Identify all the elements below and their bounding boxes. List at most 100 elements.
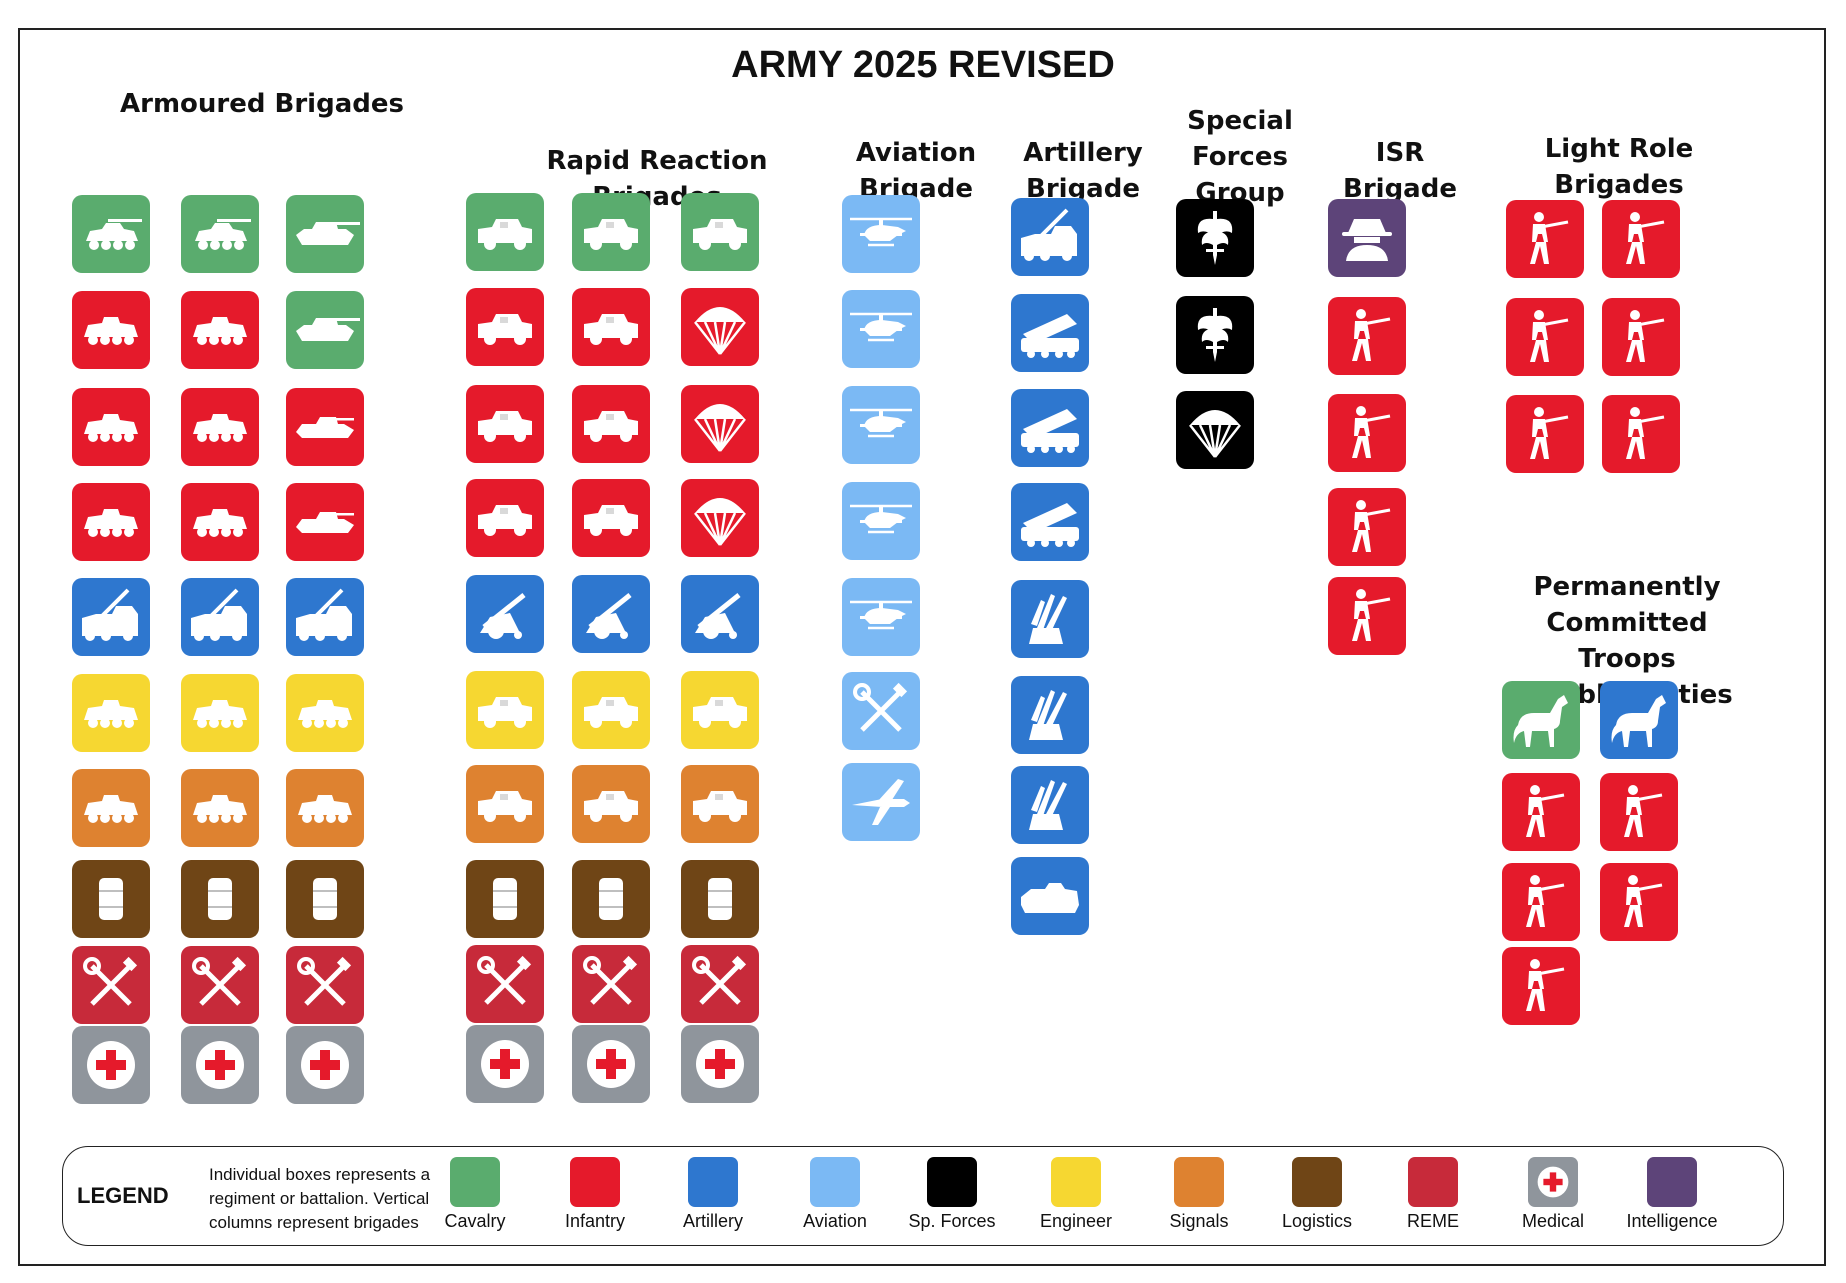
- unit-reme: [572, 945, 650, 1023]
- unit-infantry: [72, 483, 150, 561]
- group-title-special-forces-group: Special Forces Group: [1187, 106, 1293, 208]
- unit-logistics: [181, 860, 259, 938]
- unit-infantry: [181, 388, 259, 466]
- legend-item-cavalry: Cavalry: [420, 1157, 530, 1232]
- unit-reme: [72, 946, 150, 1024]
- unit-infantry: [1602, 298, 1680, 376]
- legend-swatch: [810, 1157, 860, 1207]
- legend-label: Logistics: [1281, 1211, 1353, 1231]
- legend-swatch: [1647, 1157, 1697, 1207]
- unit-sp-forces: [1176, 296, 1254, 374]
- legend-swatch: [1408, 1157, 1458, 1207]
- legend-label: Medical: [1521, 1211, 1585, 1231]
- unit-logistics: [72, 860, 150, 938]
- unit-infantry: [1506, 200, 1584, 278]
- unit-infantry: [1502, 863, 1580, 941]
- unit-sp-forces: [1176, 199, 1254, 277]
- unit-infantry: [572, 288, 650, 366]
- legend-item-intelligence: Intelligence: [1617, 1157, 1727, 1232]
- unit-infantry: [1506, 298, 1584, 376]
- unit-infantry: [181, 291, 259, 369]
- unit-infantry: [1328, 577, 1406, 655]
- unit-reme: [286, 946, 364, 1024]
- legend-note: Individual boxes represents a regiment o…: [209, 1165, 431, 1232]
- legend-label: Aviation: [803, 1211, 867, 1231]
- unit-infantry: [72, 388, 150, 466]
- legend-swatch: [570, 1157, 620, 1207]
- unit-infantry: [1602, 395, 1680, 473]
- legend-item-artillery: Artillery: [658, 1157, 768, 1232]
- unit-reme: [466, 945, 544, 1023]
- unit-medical: [572, 1025, 650, 1103]
- group-title-artillery-brigade: Artillery Brigade: [1023, 138, 1143, 204]
- unit-infantry: [681, 385, 759, 463]
- legend-item-logistics: Logistics: [1262, 1157, 1372, 1232]
- unit-infantry: [466, 479, 544, 557]
- legend-swatch: [1528, 1157, 1578, 1207]
- unit-reme: [181, 946, 259, 1024]
- legend-item-reme: REME: [1378, 1157, 1488, 1232]
- legend-item-aviation: Aviation: [780, 1157, 890, 1232]
- legend-label: REME: [1406, 1211, 1459, 1231]
- unit-infantry: [181, 483, 259, 561]
- legend-label: Intelligence: [1626, 1211, 1718, 1231]
- unit-infantry: [1328, 394, 1406, 472]
- unit-infantry: [681, 288, 759, 366]
- legend: LEGEND Individual boxes represents a reg…: [62, 1146, 1784, 1246]
- unit-aviation: [842, 290, 920, 368]
- unit-engineer: [72, 674, 150, 752]
- unit-intelligence: [1328, 199, 1406, 277]
- legend-item-sp-forces: Sp. Forces: [897, 1157, 1007, 1232]
- diagram-frame: [18, 28, 1826, 1266]
- unit-infantry: [1328, 297, 1406, 375]
- unit-logistics: [466, 860, 544, 938]
- unit-aviation: [842, 386, 920, 464]
- unit-infantry: [1328, 488, 1406, 566]
- legend-swatch: [927, 1157, 977, 1207]
- unit-reme: [681, 945, 759, 1023]
- unit-aviation: [842, 763, 920, 841]
- unit-infantry: [466, 385, 544, 463]
- legend-item-infantry: Infantry: [540, 1157, 650, 1232]
- unit-signals: [466, 765, 544, 843]
- unit-aviation: [842, 672, 920, 750]
- unit-signals: [572, 765, 650, 843]
- unit-engineer: [572, 671, 650, 749]
- unit-cavalry: [72, 195, 150, 273]
- unit-artillery: [1011, 294, 1089, 372]
- legend-label: Signals: [1169, 1211, 1229, 1231]
- legend-swatch: [688, 1157, 738, 1207]
- unit-cavalry: [466, 193, 544, 271]
- unit-infantry: [1600, 863, 1678, 941]
- legend-item-engineer: Engineer: [1021, 1157, 1131, 1232]
- unit-aviation: [842, 195, 920, 273]
- unit-medical: [72, 1026, 150, 1104]
- legend-swatch: [1292, 1157, 1342, 1207]
- unit-infantry: [572, 385, 650, 463]
- unit-logistics: [572, 860, 650, 938]
- unit-infantry: [286, 388, 364, 466]
- unit-medical: [681, 1025, 759, 1103]
- legend-label: Engineer: [1039, 1211, 1113, 1231]
- legend-swatch: [1051, 1157, 1101, 1207]
- unit-infantry: [1602, 200, 1680, 278]
- unit-artillery: [1600, 681, 1678, 759]
- unit-medical: [286, 1026, 364, 1104]
- unit-signals: [286, 769, 364, 847]
- unit-artillery: [572, 575, 650, 653]
- unit-infantry: [286, 483, 364, 561]
- group-title-armoured-brigades: Armoured Brigades: [120, 89, 404, 119]
- unit-cavalry: [681, 193, 759, 271]
- legend-label: Infantry: [564, 1211, 626, 1231]
- unit-cavalry: [181, 195, 259, 273]
- group-title-aviation-brigade: Aviation Brigade: [855, 138, 977, 204]
- unit-artillery: [72, 578, 150, 656]
- unit-infantry: [1600, 773, 1678, 851]
- unit-artillery: [286, 578, 364, 656]
- legend-label: Cavalry: [444, 1211, 506, 1231]
- unit-artillery: [1011, 857, 1089, 935]
- unit-artillery: [466, 575, 544, 653]
- unit-cavalry: [1502, 681, 1580, 759]
- legend-swatch: [450, 1157, 500, 1207]
- legend-label: Sp. Forces: [908, 1211, 996, 1231]
